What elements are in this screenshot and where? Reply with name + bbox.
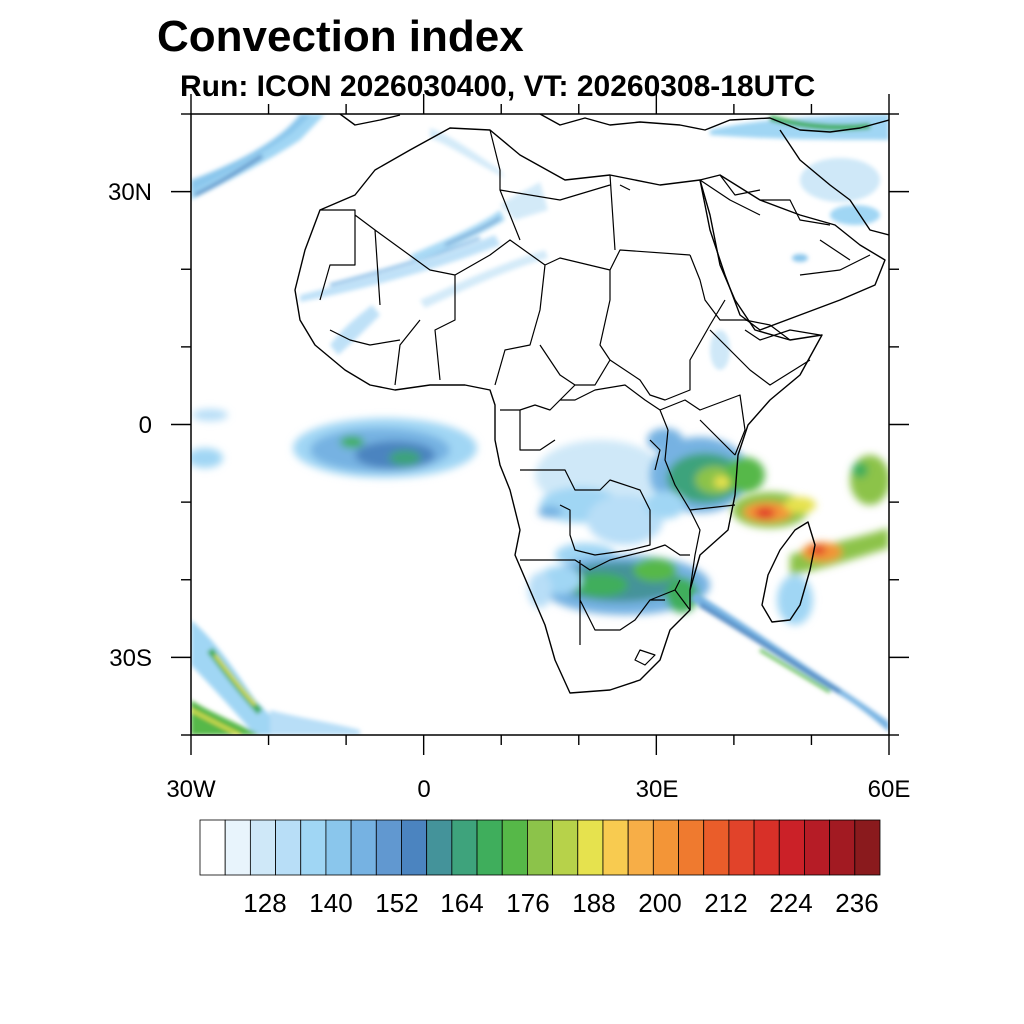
- lat-tick-label-30n: 30N: [108, 179, 152, 206]
- colorbar-box: [577, 819, 604, 876]
- colorbar-label-128: 128: [243, 888, 286, 918]
- plot-area: [191, 114, 889, 735]
- convection-middle-east: [710, 114, 889, 370]
- colorbar-box: [552, 819, 579, 876]
- colorbar-box: [275, 819, 302, 876]
- colorbar-box: [199, 819, 226, 876]
- plot-title: Convection index: [157, 12, 524, 61]
- colorbar-box: [652, 819, 679, 876]
- colorbar-box: [300, 819, 327, 876]
- colorbar-box: [375, 819, 402, 876]
- colorbar-box: [804, 819, 831, 876]
- colorbar-box: [778, 819, 805, 876]
- lon-tick-label-60e: 60E: [868, 776, 911, 803]
- convection-madagascar: [732, 455, 889, 625]
- colorbar-label-224: 224: [769, 888, 812, 918]
- colorbar-label-140: 140: [309, 888, 352, 918]
- axis-ticks: [171, 94, 909, 755]
- colorbar-label-188: 188: [572, 888, 615, 918]
- colorbar-box: [627, 819, 654, 876]
- colorbar-box: [224, 819, 251, 876]
- convection-field: [191, 114, 889, 735]
- country-borders: [319, 129, 871, 666]
- colorbar-label-164: 164: [440, 888, 483, 918]
- convection-sahara: [300, 128, 548, 355]
- europe-coastline: [339, 114, 889, 133]
- convection-south-atlantic: [191, 620, 360, 735]
- colorbar-label-176: 176: [506, 888, 549, 918]
- colorbar-box: [501, 819, 528, 876]
- lon-tick-label-30w: 30W: [166, 776, 216, 803]
- convection-se-band: [690, 592, 889, 732]
- colorbar-box: [401, 819, 428, 876]
- colorbar-box: [325, 819, 352, 876]
- colorbar-box: [854, 819, 881, 876]
- axis-tick-labels: 30W 0 30E 60E 30N 0 30S: [108, 179, 910, 803]
- colorbar-box: [249, 819, 276, 876]
- convection-southern-africa: [528, 555, 710, 615]
- colorbar-box: [703, 819, 730, 876]
- colorbar-labels: 128 140 152 164 176 188 200 212 224 236: [243, 888, 878, 918]
- convection-gulf-guinea: [191, 409, 477, 478]
- lon-tick-label-0: 0: [417, 776, 430, 803]
- lat-tick-label-0: 0: [139, 412, 152, 439]
- coastlines: [294, 114, 889, 694]
- colorbar: [199, 819, 881, 876]
- lat-tick-label-30s: 30S: [109, 645, 152, 672]
- colorbar-box: [426, 819, 453, 876]
- madagascar-coastline: [761, 521, 816, 623]
- convection-north-atlantic: [191, 114, 325, 200]
- colorbar-label-200: 200: [638, 888, 681, 918]
- plot-subtitle: Run: ICON 2026030400, VT: 20260308-18UTC: [180, 70, 816, 103]
- convection-east-africa: [645, 428, 765, 519]
- colorbar-box: [829, 819, 856, 876]
- persian-gulf-coast: [779, 129, 889, 236]
- colorbar-box: [350, 819, 377, 876]
- colorbar-box: [476, 819, 503, 876]
- colorbar-label-212: 212: [704, 888, 747, 918]
- convection-central-africa: [535, 440, 665, 567]
- colorbar-box: [678, 819, 705, 876]
- arabia-coastline: [699, 174, 886, 331]
- colorbar-box: [451, 819, 478, 876]
- colorbar-label-152: 152: [375, 888, 418, 918]
- colorbar-label-236: 236: [835, 888, 878, 918]
- colorbar-box: [728, 819, 755, 876]
- colorbar-box: [602, 819, 629, 876]
- colorbar-box: [527, 819, 553, 876]
- lon-tick-label-30e: 30E: [636, 776, 679, 803]
- colorbar-box: [753, 819, 780, 876]
